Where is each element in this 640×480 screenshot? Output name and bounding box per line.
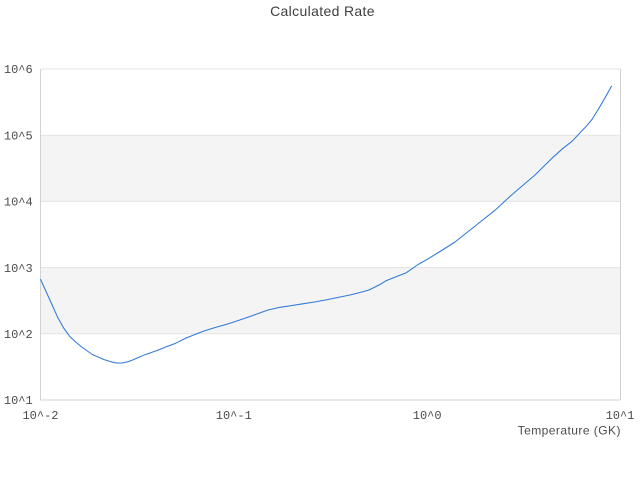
- svg-text:10^0: 10^0: [413, 409, 442, 423]
- svg-text:10^2: 10^2: [4, 328, 33, 342]
- svg-text:10^1: 10^1: [4, 394, 33, 408]
- svg-text:10^3: 10^3: [4, 262, 33, 276]
- svg-text:10^6: 10^6: [4, 63, 33, 77]
- svg-text:10^1: 10^1: [606, 409, 635, 423]
- svg-text:Temperature (GK): Temperature (GK): [518, 423, 621, 437]
- svg-text:10^-2: 10^-2: [22, 409, 58, 423]
- svg-text:Calculated Rate: Calculated Rate: [270, 3, 375, 19]
- svg-text:10^4: 10^4: [4, 196, 33, 210]
- svg-text:10^5: 10^5: [4, 129, 33, 143]
- svg-text:10^-1: 10^-1: [216, 409, 252, 423]
